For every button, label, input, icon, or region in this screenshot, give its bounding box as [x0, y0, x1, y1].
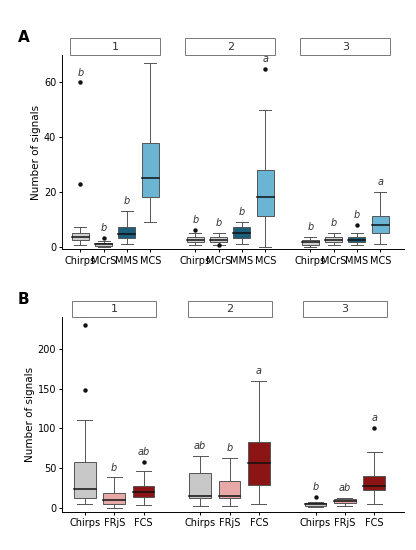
Text: b: b: [354, 210, 360, 220]
Bar: [219, 481, 240, 498]
Bar: [303, 301, 387, 317]
Text: B: B: [18, 292, 30, 307]
Bar: [257, 170, 274, 216]
Text: b: b: [312, 482, 319, 492]
Bar: [302, 240, 319, 245]
Bar: [72, 301, 156, 317]
Bar: [95, 243, 112, 246]
Bar: [210, 237, 227, 243]
Text: b: b: [124, 196, 130, 206]
Text: b: b: [77, 68, 83, 78]
Text: 3: 3: [342, 42, 349, 52]
Bar: [189, 472, 211, 498]
Text: b: b: [111, 463, 117, 472]
Text: A: A: [18, 30, 30, 45]
Text: b: b: [226, 443, 233, 453]
Text: b: b: [330, 218, 337, 228]
Y-axis label: Number of signals: Number of signals: [31, 104, 41, 200]
Bar: [187, 237, 204, 243]
Text: a: a: [147, 48, 153, 58]
Text: a: a: [256, 366, 262, 376]
Text: a: a: [377, 177, 383, 187]
Text: a: a: [371, 414, 377, 424]
Y-axis label: Number of signals: Number of signals: [25, 367, 35, 462]
Bar: [300, 39, 390, 55]
Bar: [233, 227, 250, 238]
Bar: [188, 301, 272, 317]
Bar: [248, 442, 270, 485]
Bar: [364, 476, 385, 490]
Bar: [348, 237, 365, 243]
Bar: [72, 233, 89, 240]
Text: a: a: [262, 54, 268, 64]
Bar: [185, 39, 275, 55]
Text: 1: 1: [112, 42, 119, 52]
Text: a: a: [82, 310, 88, 320]
Text: b: b: [307, 222, 313, 232]
Bar: [133, 486, 154, 497]
Bar: [118, 227, 136, 238]
Text: 3: 3: [342, 304, 348, 314]
Bar: [70, 39, 160, 55]
Text: ab: ab: [137, 448, 150, 458]
Text: b: b: [239, 207, 245, 217]
Bar: [325, 237, 342, 243]
Text: b: b: [215, 218, 222, 228]
Bar: [305, 503, 326, 506]
Text: 2: 2: [227, 42, 234, 52]
Bar: [334, 499, 356, 503]
Bar: [104, 493, 125, 504]
Text: b: b: [100, 223, 107, 233]
Text: ab: ab: [194, 441, 206, 451]
Bar: [142, 142, 159, 197]
Text: 1: 1: [111, 304, 118, 314]
Text: ab: ab: [339, 483, 351, 493]
Text: b: b: [192, 215, 198, 226]
Bar: [371, 216, 389, 233]
Text: 2: 2: [226, 304, 233, 314]
Bar: [74, 461, 96, 498]
